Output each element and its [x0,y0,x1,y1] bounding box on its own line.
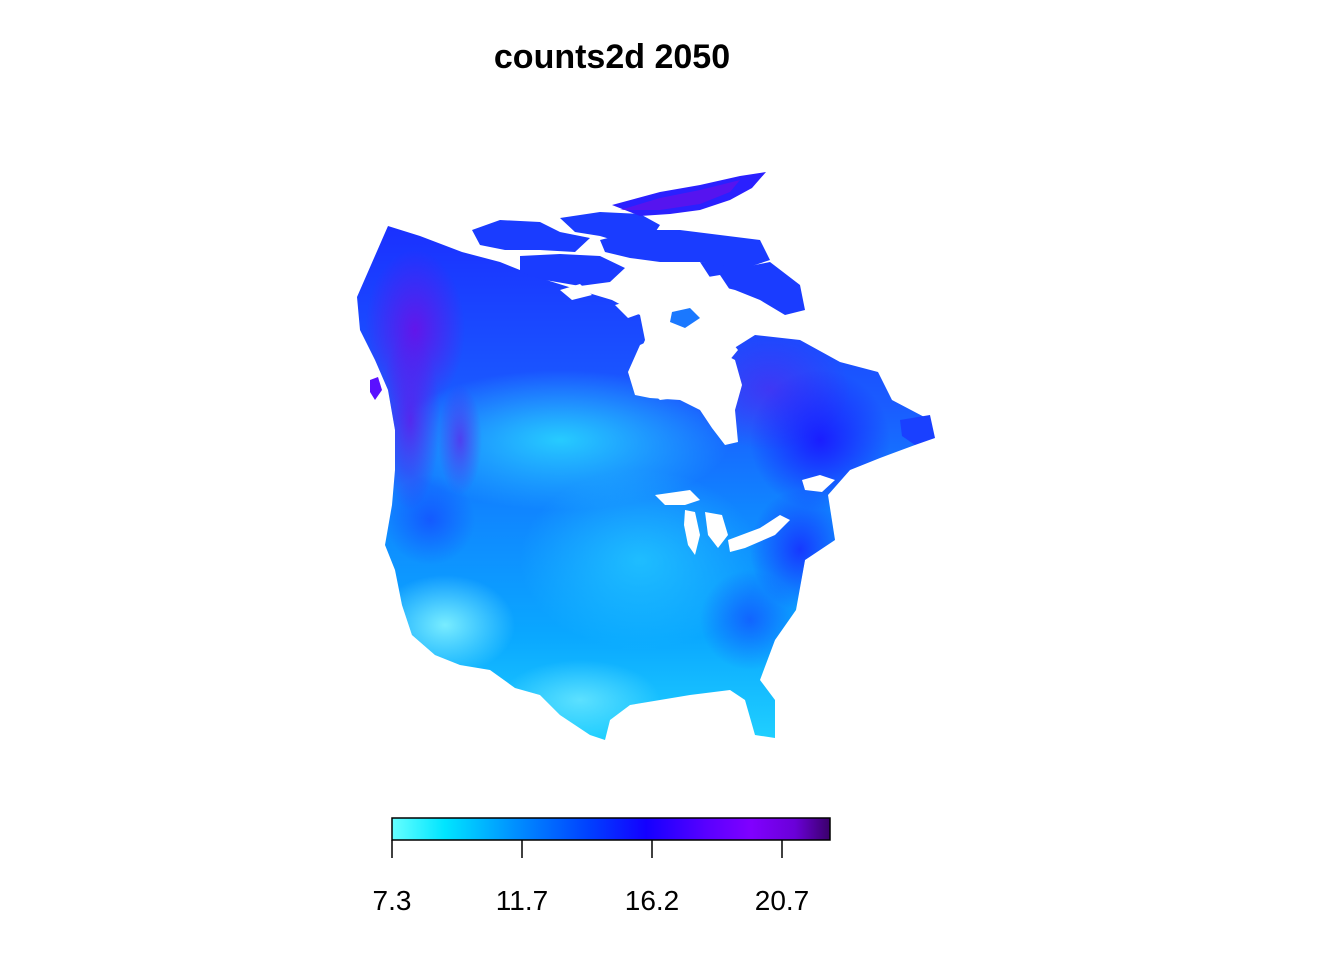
legend-tick-label-4: 20.7 [755,885,810,916]
legend-tick-label-1: 7.3 [373,885,412,916]
legend-ticks [391,840,783,858]
water-bodies [560,275,835,555]
arctic-islands [370,172,935,445]
map-title: counts2d 2050 [493,38,731,76]
legend: 7.3 11.7 16.2 20.7 [373,817,831,916]
legend-tick-label-3: 16.2 [625,885,680,916]
legend-colorbar [391,817,831,841]
legend-tick-label-2: 11.7 [496,885,548,916]
